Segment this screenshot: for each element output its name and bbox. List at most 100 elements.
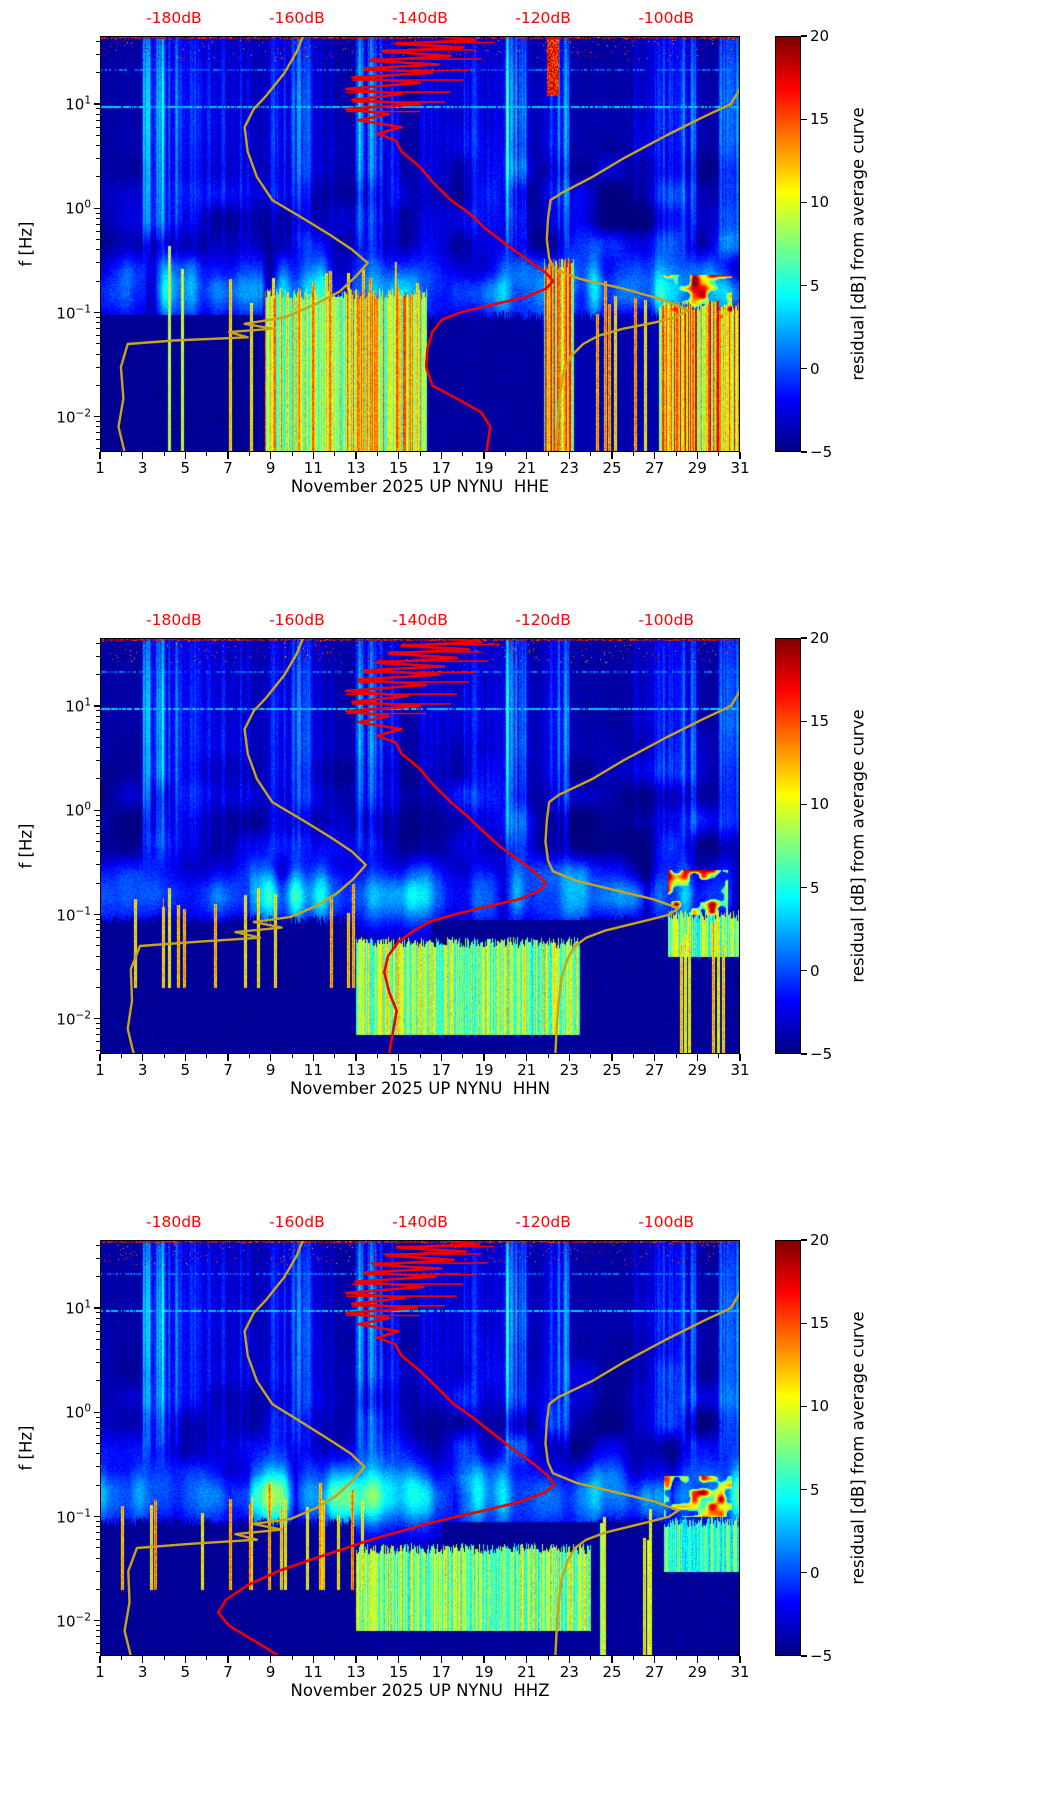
top-db-tick-label: -140dB <box>392 1213 448 1231</box>
colorbar-label: residual [dB] from average curve <box>848 709 868 983</box>
x-tick-label: 23 <box>559 1061 579 1079</box>
colorbar-tick <box>801 451 807 453</box>
x-tick-label: 27 <box>645 459 665 477</box>
y-axis-label: f [Hz] <box>16 1425 36 1471</box>
x-major-tick <box>398 1054 400 1061</box>
x-tick-label: 7 <box>223 1061 233 1079</box>
colorbar-tick <box>801 1405 807 1407</box>
x-minor-tick <box>547 452 549 456</box>
colorbar-frame <box>775 36 801 452</box>
x-minor-tick <box>632 1656 634 1660</box>
top-db-tick-label: -100dB <box>638 9 694 27</box>
spectrogram-panel-hhe: -180dB -160dB -140dB -120dB -100dB 1 3 5 7 9 11 13… <box>0 0 1052 602</box>
x-major-tick <box>355 452 357 459</box>
top-db-axis: -180dB -160dB -140dB -120dB -100dB <box>0 602 1052 638</box>
x-major-tick <box>99 1054 101 1061</box>
y-tick-label: 101 <box>65 1298 91 1318</box>
min-psd-curve <box>117 36 369 452</box>
x-tick-label: 1 <box>95 1061 105 1079</box>
plot-area <box>100 1240 740 1656</box>
x-tick-label: 5 <box>180 459 191 477</box>
top-db-tick-label: -160dB <box>269 611 325 629</box>
x-minor-tick <box>120 452 122 456</box>
x-major-tick <box>611 1054 613 1061</box>
x-tick-label: 11 <box>303 1663 323 1681</box>
y-tick-label: 100 <box>65 1402 91 1422</box>
x-axis-label: November 2025 UP NYNU HHZ <box>290 1681 550 1700</box>
top-db-tick-label: -120dB <box>515 1213 571 1231</box>
x-major-tick <box>739 1054 741 1061</box>
top-db-tick-label: -100dB <box>638 1213 694 1231</box>
colorbar-tick <box>801 368 807 370</box>
x-minor-tick <box>419 452 421 456</box>
x-tick-label: 7 <box>223 1663 233 1681</box>
x-major-tick <box>483 1656 485 1663</box>
x-minor-tick <box>163 452 165 456</box>
x-minor-tick <box>462 452 464 456</box>
x-tick-label: 3 <box>137 459 148 477</box>
colorbar-tick <box>801 1572 807 1574</box>
y-tick-label: 10−1 <box>56 905 91 925</box>
x-tick-label: 27 <box>645 1061 665 1079</box>
x-major-tick <box>483 452 485 459</box>
x-major-tick <box>739 1656 741 1663</box>
top-db-tick-label: -140dB <box>392 611 448 629</box>
x-major-tick <box>526 452 528 459</box>
x-tick-label: 15 <box>389 459 409 477</box>
colorbar-tick-label: 10 <box>810 795 830 814</box>
x-minor-tick <box>504 452 506 456</box>
x-major-tick <box>654 1656 656 1663</box>
x-minor-tick <box>334 452 336 456</box>
top-db-tick-label: -180dB <box>146 611 202 629</box>
x-major-tick <box>99 1656 101 1663</box>
colorbar-tick-label: 10 <box>810 193 830 212</box>
x-minor-tick <box>334 1656 336 1660</box>
x-major-tick <box>270 1054 272 1061</box>
x-major-tick <box>270 1656 272 1663</box>
x-tick-label: 1 <box>95 459 105 477</box>
plot-area <box>100 36 740 452</box>
x-minor-tick <box>248 1054 250 1058</box>
colorbar-tick-label: −5 <box>810 1045 833 1063</box>
spectrogram-panel-hhz: -180dB -160dB -140dB -120dB -100dB 1 3 5 7 9 11 13… <box>0 1204 1052 1806</box>
x-major-tick <box>270 452 272 459</box>
colorbar-tick <box>801 1489 807 1491</box>
x-minor-tick <box>675 1054 677 1058</box>
x-tick-label: 19 <box>474 459 494 477</box>
x-major-tick <box>526 1656 528 1663</box>
x-minor-tick <box>376 1656 378 1660</box>
x-tick-label: 9 <box>265 1663 276 1681</box>
x-major-tick <box>355 1656 357 1663</box>
x-major-tick <box>568 1054 570 1061</box>
x-tick-label: 31 <box>730 1061 750 1079</box>
spectrogram-panel-hhn: -180dB -160dB -140dB -120dB -100dB 1 3 5 7 9 11 13… <box>0 602 1052 1204</box>
x-minor-tick <box>120 1054 122 1058</box>
colorbar-tick <box>801 118 807 120</box>
top-db-tick-label: -100dB <box>638 611 694 629</box>
x-major-tick <box>654 1054 656 1061</box>
colorbar-tick <box>801 285 807 287</box>
x-minor-tick <box>675 452 677 456</box>
max-psd-curve <box>544 1272 740 1656</box>
x-minor-tick <box>547 1656 549 1660</box>
colorbar-gradient <box>775 1240 801 1656</box>
x-minor-tick <box>206 1656 208 1660</box>
x-minor-tick <box>291 1054 293 1058</box>
x-tick-label: 19 <box>474 1061 494 1079</box>
colorbar-label: residual [dB] from average curve <box>848 107 868 381</box>
x-major-tick <box>99 452 101 459</box>
x-minor-tick <box>504 1054 506 1058</box>
x-tick-label: 17 <box>431 1663 451 1681</box>
x-axis-label: November 2025 UP NYNU HHN <box>289 1079 551 1098</box>
x-tick-label: 13 <box>346 1663 366 1681</box>
y-axis-label: f [Hz] <box>16 221 36 267</box>
x-minor-tick <box>419 1054 421 1058</box>
x-minor-tick <box>206 1054 208 1058</box>
x-tick-label: 3 <box>137 1061 148 1079</box>
x-tick-label: 25 <box>602 459 622 477</box>
colorbar-tick-label: 5 <box>810 878 820 897</box>
x-tick-label: 23 <box>559 1663 579 1681</box>
x-major-tick <box>184 1656 186 1663</box>
x-tick-label: 19 <box>474 1663 494 1681</box>
